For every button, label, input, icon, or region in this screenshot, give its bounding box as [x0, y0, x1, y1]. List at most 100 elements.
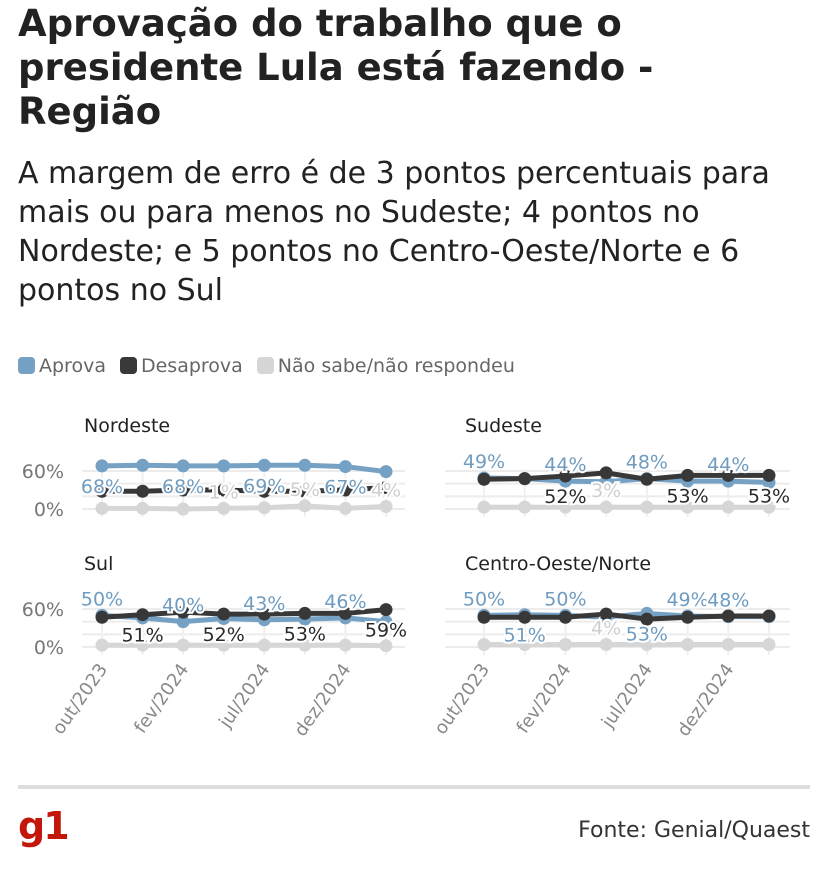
data-point [176, 605, 190, 619]
data-label: 50% [544, 588, 586, 610]
data-point [257, 484, 271, 498]
series-line-desaprova [483, 470, 769, 482]
x-tick-label: dez/2024 [673, 660, 738, 741]
data-point [518, 637, 532, 651]
chart-title: Aprovação do trabalho que o presidente L… [18, 2, 654, 133]
data-point [217, 501, 231, 515]
data-point [721, 468, 735, 482]
data-point [379, 480, 393, 494]
data-label: 46% [324, 591, 366, 613]
series-line-aprova [101, 462, 387, 475]
data-point [136, 501, 150, 515]
data-point [95, 459, 109, 473]
series-line-aprova [101, 612, 387, 625]
x-tick-label: jul/2024 [215, 660, 275, 733]
data-point [640, 637, 654, 651]
data-point [721, 637, 735, 651]
data-point [477, 472, 491, 486]
legend-label: Não sabe/não respondeu [277, 355, 515, 377]
data-point [257, 638, 271, 652]
data-point [379, 465, 393, 479]
legend-swatch-aprova [18, 357, 35, 374]
series-line-desaprova [484, 611, 769, 622]
data-point [477, 500, 491, 514]
data-label: 50% [463, 588, 505, 610]
data-label: 48% [707, 590, 749, 612]
data-point [95, 484, 109, 498]
legend-item-nao-sabe: Não sabe/não respondeu [256, 355, 515, 377]
data-point [477, 637, 491, 651]
x-tick-label: fev/2024 [512, 660, 575, 738]
data-point [518, 472, 532, 486]
data-point [599, 466, 613, 480]
data-point [338, 606, 352, 620]
legend-swatch-nao-sabe [256, 357, 274, 374]
data-point [640, 612, 654, 626]
panel-title: Sul [84, 553, 113, 575]
data-label: 50% [81, 588, 123, 610]
legend-label: Aprova [39, 355, 106, 377]
data-point [762, 468, 776, 482]
x-tick-label: out/2023 [48, 660, 112, 739]
data-point [298, 638, 312, 652]
panel-title: Sudeste [465, 415, 542, 437]
data-point [681, 637, 695, 651]
data-point [176, 459, 190, 473]
data-label: 1% [209, 481, 239, 503]
data-point [95, 610, 109, 624]
footer-divider [18, 785, 810, 789]
x-tick-label: fev/2024 [130, 660, 193, 738]
data-label: 44% [544, 454, 586, 476]
data-point [176, 502, 190, 516]
data-label: 52% [544, 486, 586, 508]
panel-title: Centro-Oeste/Norte [465, 553, 651, 575]
data-point [338, 483, 352, 497]
data-point [95, 638, 109, 652]
data-point [599, 637, 613, 651]
data-point [176, 615, 190, 629]
data-point [217, 607, 231, 621]
data-point [379, 499, 393, 513]
data-label: 51% [504, 625, 546, 647]
data-label: 43% [243, 593, 285, 615]
data-point [379, 603, 393, 617]
data-label: 4% [371, 479, 401, 501]
data-point [558, 500, 572, 514]
data-label: 68% [162, 476, 204, 498]
data-point [298, 484, 312, 498]
data-point [298, 458, 312, 472]
data-label: 67% [324, 477, 366, 499]
data-point [477, 610, 491, 624]
data-point [518, 610, 532, 624]
data-point [681, 610, 695, 624]
data-point [599, 500, 613, 514]
data-point [762, 609, 776, 623]
panel-title: Nordeste [84, 415, 170, 437]
data-point [136, 484, 150, 498]
data-point [762, 637, 776, 651]
data-label: 40% [162, 595, 204, 617]
data-label: 53% [666, 485, 708, 507]
data-point [217, 638, 231, 652]
data-point [338, 460, 352, 474]
y-tick-label: 60% [22, 461, 64, 483]
y-tick-label: 0% [34, 637, 64, 659]
data-label: 49% [666, 589, 708, 611]
x-tick-label: out/2023 [430, 660, 494, 739]
data-point [640, 472, 654, 486]
data-point [681, 468, 695, 482]
data-label: 3% [591, 480, 621, 502]
data-point [257, 607, 271, 621]
data-point [298, 606, 312, 620]
data-point [95, 501, 109, 515]
data-point [217, 459, 231, 473]
data-label: 53% [284, 623, 326, 645]
g1-logo: g1 [18, 804, 70, 848]
data-point [136, 638, 150, 652]
chart-subtitle: A margem de erro é de 3 pontos percentua… [18, 156, 770, 308]
data-label: 49% [463, 451, 505, 473]
x-tick-label: jul/2024 [597, 660, 657, 733]
legend-label: Desaprova [140, 355, 243, 377]
series-line-desaprova [102, 484, 387, 494]
